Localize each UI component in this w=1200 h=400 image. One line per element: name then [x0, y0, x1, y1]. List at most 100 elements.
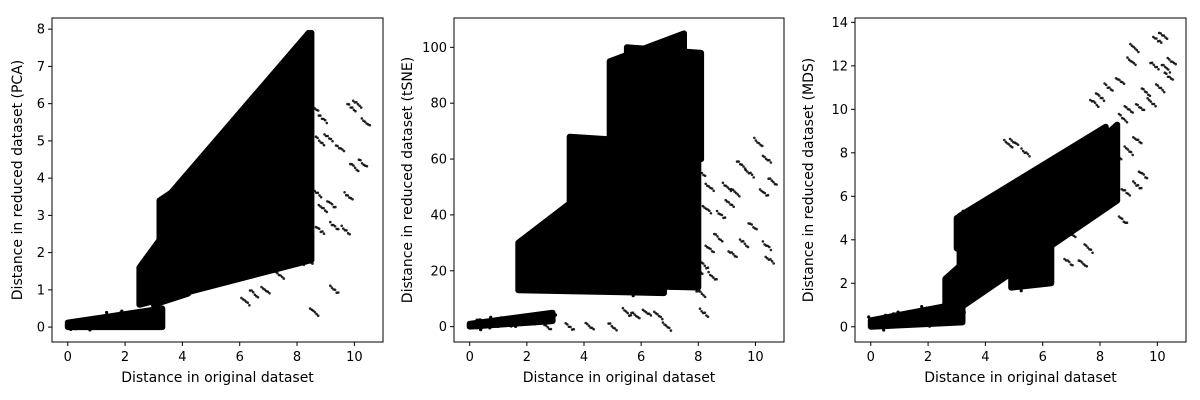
- data-point: [925, 306, 929, 310]
- data-point: [752, 176, 755, 179]
- data-point: [706, 315, 710, 319]
- data-point: [973, 211, 977, 216]
- data-point: [985, 216, 990, 220]
- data-point: [630, 44, 634, 49]
- data-point: [1132, 45, 1135, 49]
- data-point: [329, 220, 332, 224]
- y-tick-label: 0: [439, 320, 447, 335]
- data-point: [661, 64, 665, 68]
- data-point: [1165, 37, 1169, 40]
- data-point: [710, 187, 714, 190]
- data-point: [692, 203, 695, 206]
- data-point: [1008, 262, 1012, 266]
- data-point: [533, 278, 538, 282]
- data-point: [123, 323, 127, 327]
- data-point: [656, 312, 659, 316]
- data-point: [688, 79, 692, 83]
- data-point: [282, 109, 287, 114]
- data-point: [171, 279, 175, 284]
- data-point: [709, 212, 713, 215]
- data-point: [984, 233, 988, 238]
- data-point: [1145, 91, 1148, 94]
- data-point: [661, 321, 665, 324]
- data-point: [193, 277, 197, 282]
- data-point: [142, 321, 146, 325]
- data-point: [176, 207, 180, 211]
- data-point: [281, 78, 285, 82]
- data-point: [1133, 47, 1137, 50]
- data-point: [1093, 192, 1097, 196]
- data-point: [540, 315, 544, 319]
- data-point: [1018, 269, 1022, 273]
- data-point: [1162, 34, 1166, 37]
- data-point: [119, 316, 123, 320]
- data-point: [301, 261, 304, 265]
- data-point: [1001, 273, 1005, 277]
- data-point: [689, 271, 693, 275]
- data-point: [185, 182, 189, 186]
- data-point: [365, 164, 369, 168]
- data-point: [621, 306, 625, 310]
- data-point: [1057, 185, 1061, 189]
- data-point: [162, 203, 166, 207]
- y-tick-label: 80: [430, 97, 447, 112]
- data-point: [336, 144, 339, 148]
- data-point: [959, 311, 963, 315]
- data-point: [1102, 99, 1106, 102]
- data-point: [1088, 147, 1092, 152]
- data-point: [351, 99, 355, 103]
- data-point: [276, 200, 280, 204]
- data-point: [342, 149, 346, 153]
- data-point: [1168, 58, 1171, 61]
- data-layer: [466, 30, 778, 332]
- data-point: [985, 214, 989, 218]
- data-point: [1071, 155, 1075, 159]
- data-point: [616, 138, 621, 142]
- data-point: [627, 244, 631, 248]
- data-point: [630, 76, 634, 80]
- data-point: [168, 275, 173, 280]
- data-point: [532, 316, 536, 320]
- data-point: [278, 126, 282, 131]
- data-point: [566, 323, 569, 326]
- x-tick-label: 0: [867, 350, 875, 365]
- x-axis-label: Distance in original dataset: [121, 370, 314, 386]
- data-point: [675, 250, 678, 254]
- data-point: [726, 186, 729, 189]
- data-point: [1108, 181, 1112, 184]
- data-point: [672, 248, 675, 251]
- data-point: [231, 157, 235, 161]
- data-point: [241, 171, 246, 176]
- data-point: [326, 134, 330, 138]
- data-point: [313, 311, 317, 314]
- data-point: [1122, 117, 1126, 121]
- data-point: [669, 329, 673, 332]
- data-point: [546, 325, 549, 329]
- y-tick-label: 14: [831, 16, 848, 31]
- data-point: [661, 276, 665, 280]
- data-point: [945, 320, 949, 324]
- data-point: [742, 165, 745, 168]
- data-point: [1065, 222, 1069, 226]
- data-point: [768, 158, 771, 162]
- data-point: [475, 318, 479, 322]
- data-point: [1097, 195, 1100, 199]
- data-point: [289, 130, 292, 134]
- data-point: [522, 322, 526, 326]
- data-point: [99, 324, 104, 328]
- axes-frame: [51, 17, 384, 343]
- data-point: [1088, 176, 1092, 180]
- y-tick-label: 0: [840, 320, 848, 335]
- data-point: [300, 95, 304, 99]
- data-point: [325, 121, 329, 125]
- data-point: [1159, 86, 1163, 90]
- data-point: [1101, 156, 1105, 160]
- data-point: [265, 261, 268, 264]
- data-point: [175, 295, 179, 299]
- data-point: [772, 180, 775, 184]
- data-point: [662, 259, 666, 263]
- data-point: [536, 315, 540, 319]
- data-point: [1140, 186, 1143, 190]
- data-point: [667, 42, 671, 46]
- data-layer: [867, 31, 1177, 332]
